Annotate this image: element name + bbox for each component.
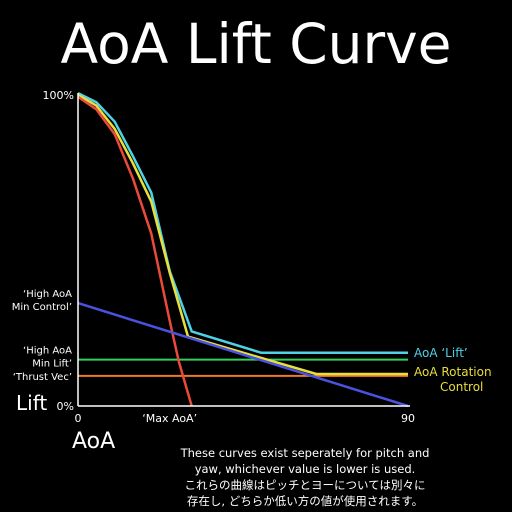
legend-label-2-line-1: AoA Rotation <box>414 365 492 379</box>
legend-label-1: AoA ‘Lift’ <box>414 346 468 360</box>
note-line-2: yaw, whichever value is lower is used. <box>194 462 416 476</box>
y-axis-title: Lift <box>16 391 47 415</box>
x-axis-title: AoA <box>72 429 115 454</box>
reference-label-1-line-2: Min Lift’ <box>32 359 72 370</box>
reference-label-1-line-1: ‘High AoA <box>23 346 72 357</box>
reference-label-2: ‘Thrust Vec’ <box>13 372 72 383</box>
series-line-3 <box>77 95 193 407</box>
series-line-2 <box>77 93 408 376</box>
x-tick-label-2: ‘Max AoA’ <box>142 412 197 425</box>
note-line-1: These curves exist seperately for pitch … <box>180 446 430 460</box>
annotation-label-1-line-1: ‘High AoA <box>23 289 72 300</box>
note-line-3: これらの曲線はピッチとヨーについては別々に <box>184 478 426 492</box>
y-tick-label-2: 0% <box>57 400 74 413</box>
series-line-1 <box>77 91 408 355</box>
annotation-label-1-line-2: Min Control’ <box>12 302 72 313</box>
x-tick-label-3: 90 <box>401 412 415 425</box>
legend-label-2-line-2: Control <box>440 380 483 394</box>
y-tick-label-1: 100% <box>43 89 74 102</box>
x-tick-label-1: 0 <box>75 412 82 425</box>
chart-title: AoA Lift Curve <box>60 12 452 76</box>
note-line-4: 存在し, どちらか低い方の値が使用されます。 <box>186 494 424 508</box>
series-line-4 <box>77 301 409 408</box>
